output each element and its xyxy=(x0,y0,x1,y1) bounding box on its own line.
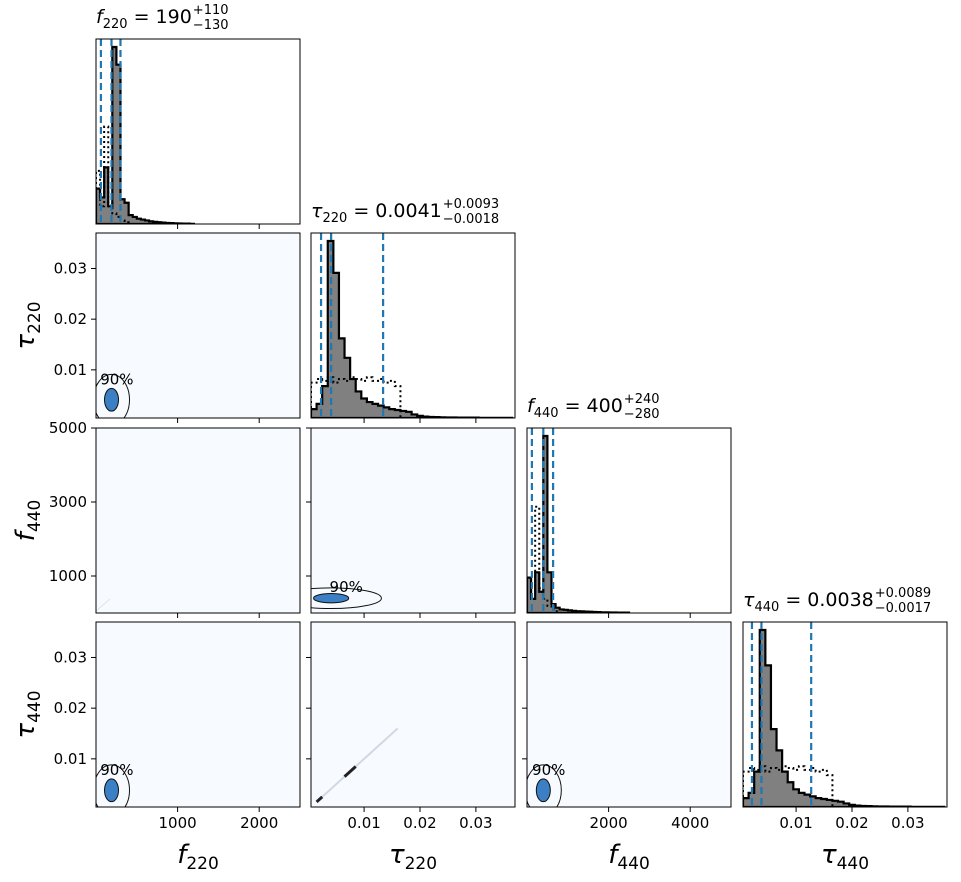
density-background xyxy=(96,428,300,613)
contour-50 xyxy=(313,593,350,604)
panel-frame xyxy=(526,621,732,808)
panel-1-1 xyxy=(310,232,516,423)
x-axis-label-t220: τ220 xyxy=(389,840,437,874)
panel-3-1: 0.01 0.02 0.03 xyxy=(306,621,516,832)
panel-frame xyxy=(742,621,948,808)
panel-content xyxy=(527,428,631,613)
x-tick-label: 1000 xyxy=(159,814,197,832)
contour-50 xyxy=(104,387,120,412)
x-tick-label: 2000 xyxy=(240,814,278,832)
panel-frame xyxy=(310,621,516,808)
panel-frame xyxy=(526,427,732,614)
panel-content xyxy=(311,233,514,418)
y-tick-label: 0.03 xyxy=(54,648,87,666)
title-upper-error: +0.0093 xyxy=(443,197,499,212)
x-tick-label: 2000 xyxy=(590,814,628,832)
prior-histogram xyxy=(527,505,561,613)
title-upper-error: +110 xyxy=(193,3,229,18)
title-lower-error: −0.0018 xyxy=(443,212,499,227)
title-lower-error: −280 xyxy=(624,407,660,422)
contour-50 xyxy=(535,778,551,803)
y-tick-label: 5000 xyxy=(49,419,87,437)
contour-50 xyxy=(104,778,120,803)
panel-content xyxy=(311,622,515,807)
posterior-histogram xyxy=(743,628,946,807)
panel-0-0 xyxy=(95,38,301,229)
panel-frame xyxy=(310,427,516,614)
panel-content xyxy=(96,428,300,613)
panel-content xyxy=(96,39,196,224)
title-lower-error: −0.0017 xyxy=(875,601,931,616)
x-axis-label-f220: f220 xyxy=(177,840,219,874)
panel-content: 90% xyxy=(311,428,515,613)
x-tick-label: 0.01 xyxy=(779,814,812,832)
contour-90 xyxy=(96,764,130,807)
density-background xyxy=(96,233,300,418)
density-streak xyxy=(96,598,111,612)
contour-90 xyxy=(96,373,130,418)
y-tick-label: 0.03 xyxy=(54,259,87,277)
panel-title: f220 = 190 xyxy=(96,6,192,32)
x-tick-label: 0.02 xyxy=(403,814,436,832)
panel-frame xyxy=(95,427,301,614)
panel-frame xyxy=(95,232,301,419)
contour-90 xyxy=(311,587,382,610)
contour-label: 90% xyxy=(100,761,133,779)
density-background xyxy=(527,622,731,807)
panel-content: 90% xyxy=(96,233,300,418)
y-tick-label: 0.02 xyxy=(54,699,87,717)
posterior-histogram xyxy=(527,434,631,613)
y-tick-label: 0.01 xyxy=(54,750,87,768)
title-upper-error: +240 xyxy=(624,392,660,407)
posterior-histogram xyxy=(311,239,514,418)
contour-label: 90% xyxy=(100,371,133,389)
panel-frame xyxy=(310,232,516,419)
panel-3-0: 90% 1000 2000 0.01 0.02 0.03 xyxy=(54,621,301,832)
panel-2-2 xyxy=(526,427,732,618)
x-axis-label-f440: f440 xyxy=(608,840,650,874)
x-tick-label: 0.01 xyxy=(347,814,380,832)
panel-content: 90% xyxy=(527,622,731,807)
contour-label: 90% xyxy=(330,578,363,596)
density-background xyxy=(96,622,300,807)
y-tick-label: 1000 xyxy=(49,567,87,585)
density-background xyxy=(311,428,515,613)
x-axis-label-t440: τ440 xyxy=(821,840,869,874)
density-peak xyxy=(315,795,324,804)
panel-2-0: 1000 3000 5000 xyxy=(49,419,301,618)
panel-frame xyxy=(95,38,301,225)
y-tick-label: 3000 xyxy=(49,493,87,511)
panel-title: τ220 = 0.0041 xyxy=(311,200,442,226)
density-peak xyxy=(343,765,357,778)
posterior-histogram xyxy=(96,45,196,224)
x-tick-label: 4000 xyxy=(671,814,709,832)
y-tick-label: 0.01 xyxy=(54,361,87,379)
title-lower-error: −130 xyxy=(193,18,229,33)
y-axis-label-t220: τ220 xyxy=(11,301,45,349)
contour-90 xyxy=(527,764,562,807)
panel-title: f440 = 400 xyxy=(527,395,623,421)
panel-title: τ440 = 0.0038 xyxy=(743,589,874,615)
y-axis-label-f440: f440 xyxy=(11,500,45,542)
panel-3-2: 90% 2000 4000 xyxy=(522,621,732,832)
panel-frame xyxy=(95,621,301,808)
y-axis-label-t440: τ440 xyxy=(11,690,45,738)
degeneracy-streak xyxy=(315,727,399,803)
panel-1-0: 90% 0.01 0.02 0.03 xyxy=(54,232,301,423)
contour-label: 90% xyxy=(532,761,565,779)
x-tick-label: 0.03 xyxy=(891,814,924,832)
panel-content xyxy=(743,622,946,807)
y-tick-label: 0.02 xyxy=(54,310,87,328)
title-upper-error: +0.0089 xyxy=(875,586,931,601)
panel-3-3: 0.01 0.02 0.03 xyxy=(742,621,948,832)
x-tick-label: 0.03 xyxy=(459,814,492,832)
x-tick-label: 0.02 xyxy=(835,814,868,832)
panel-2-1: 90% xyxy=(306,427,516,618)
panel-content: 90% xyxy=(96,622,300,807)
